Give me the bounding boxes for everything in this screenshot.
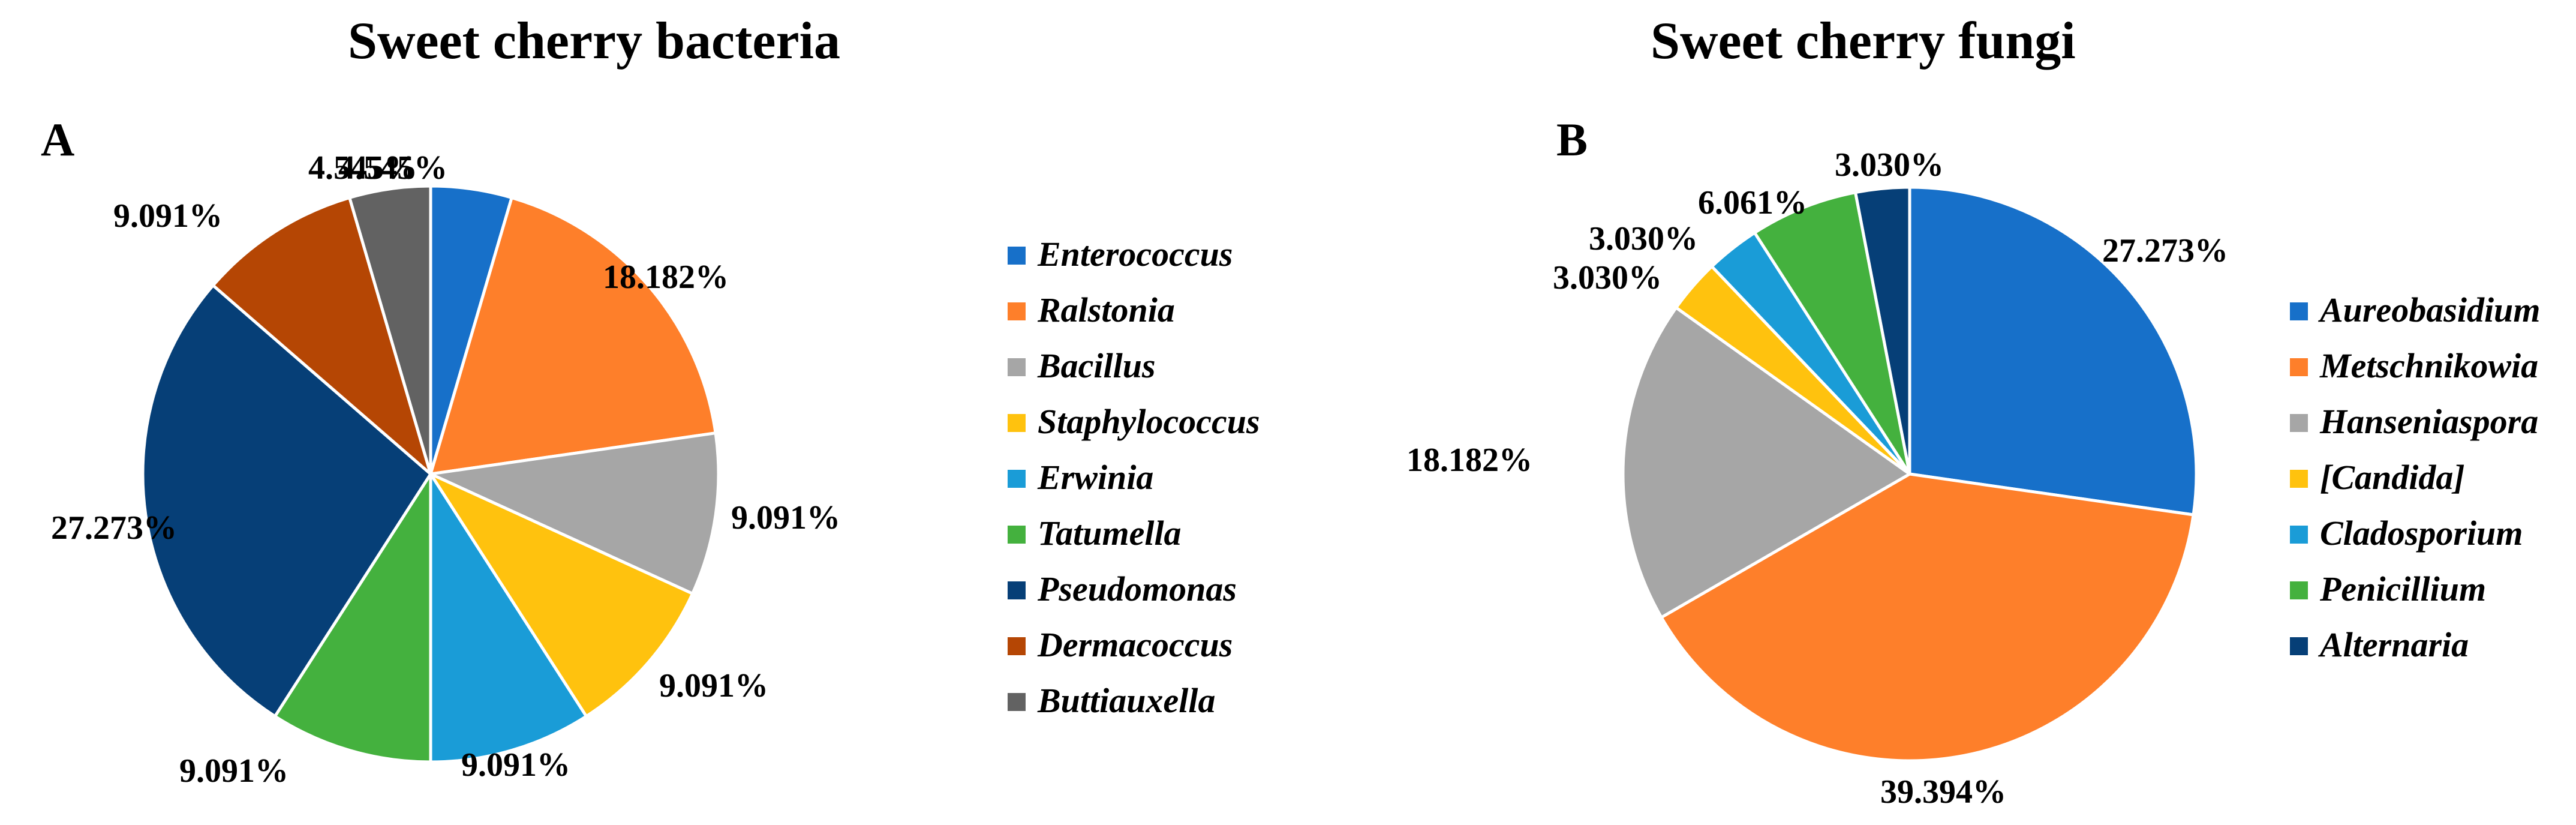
data-label: 9.091% [731, 499, 840, 536]
legend-swatch [2290, 581, 2308, 599]
panel-label: B [1556, 113, 1588, 166]
legend-label: Tatumella [1038, 514, 1182, 553]
legend-swatch [1008, 637, 1026, 655]
pie-slice-staphylococcus [429, 472, 695, 718]
legend-label: Erwinia [1038, 458, 1154, 497]
data-label: 18.182% [1406, 442, 1532, 479]
legend-swatch [2290, 470, 2308, 488]
legend-swatch [2290, 637, 2308, 655]
data-label: 4.545% [308, 149, 417, 187]
fungi-pie-chart: 27.273%39.394%18.182%3.030%3.030%6.061%3… [1406, 146, 2228, 811]
data-label: 9.091% [179, 752, 288, 790]
data-label: 18.182% [603, 259, 729, 296]
pie-slice-hanseniaspora [1621, 306, 1911, 619]
legend-swatch [2290, 302, 2308, 320]
data-label: 9.091% [461, 746, 570, 784]
legend-swatch [1008, 526, 1026, 544]
legend-label: Dermacoccus [1038, 625, 1233, 664]
legend-swatch [1008, 302, 1026, 320]
legend-swatch [1008, 247, 1026, 265]
legend-swatch [1008, 693, 1026, 711]
legend-label: Penicillium [2320, 569, 2487, 608]
legend-swatch [1008, 470, 1026, 488]
legend-label: Bacillus [1038, 346, 1156, 385]
legend-swatch [1008, 581, 1026, 599]
data-label: 9.091% [113, 197, 223, 235]
legend-label: Staphylococcus [1038, 402, 1260, 441]
bacteria-chart-panel: Sweet cherry bacteria A 4.545% 18.182% 9.0… [41, 12, 1260, 790]
legend-label: Alternaria [2320, 625, 2469, 664]
chart-title: Sweet cherry bacteria [348, 12, 840, 70]
data-label: 27.273% [51, 509, 177, 547]
data-label: 27.273% [2102, 232, 2228, 269]
pie-slice-buttiauxella [348, 184, 432, 476]
legend-label: Enterococcus [1038, 235, 1233, 274]
pie-slice-erwinia [429, 472, 588, 764]
bacteria-pie-chart: 4.545% 18.182% 9.091% 9.091% 9.091% 9.091% 27.… [51, 149, 840, 790]
data-label: 39.394% [1880, 773, 2006, 811]
legend-swatch [1008, 358, 1026, 376]
legend-label: Hanseniaspora [2320, 402, 2539, 441]
data-label: 4.545% [338, 149, 447, 187]
fungi-chart-panel: Sweet cherry fungi B 27.273% 39.394% 18.18… [1289, 0, 2576, 825]
pie-slice-bacillus [429, 431, 720, 595]
legend-label: Cladosporium [2320, 514, 2523, 553]
chart-title: Sweet cherry fungi [1651, 12, 2076, 70]
data-label: 9.091% [659, 667, 768, 704]
pie-slice-metschnikowia [1660, 472, 2195, 763]
pie-slice-penicillium [1753, 191, 1911, 476]
legend-swatch [2290, 526, 2308, 544]
pie-slice-aureobasidium [1908, 185, 2198, 517]
data-label: 3.030% [1589, 220, 1698, 257]
legend-swatch [2290, 414, 2308, 432]
legend-label: Buttiauxella [1038, 681, 1216, 720]
pie-slice-ralstonia [429, 196, 717, 476]
pie-slice-dermacoccus [211, 196, 432, 476]
legend-swatch [2290, 358, 2308, 376]
legend-label: Ralstonia [1038, 290, 1175, 329]
pie-slice-tatumella [273, 472, 432, 764]
data-label: 3.030% [1553, 259, 1662, 296]
pie-slice-pseudomonas [141, 284, 432, 718]
pie-slice-alternaria [1854, 185, 1911, 476]
legend-swatch [1008, 414, 1026, 432]
data-label: 3.030% [1835, 146, 1944, 184]
legend-label: Pseudomonas [1038, 569, 1237, 608]
legend-label: Metschnikowia [2320, 346, 2539, 385]
legend-label: Aureobasidium [2320, 290, 2541, 329]
data-label: 6.061% [1698, 184, 1807, 221]
panel-label: A [41, 113, 75, 166]
legend-label: [Candida] [2320, 458, 2465, 497]
